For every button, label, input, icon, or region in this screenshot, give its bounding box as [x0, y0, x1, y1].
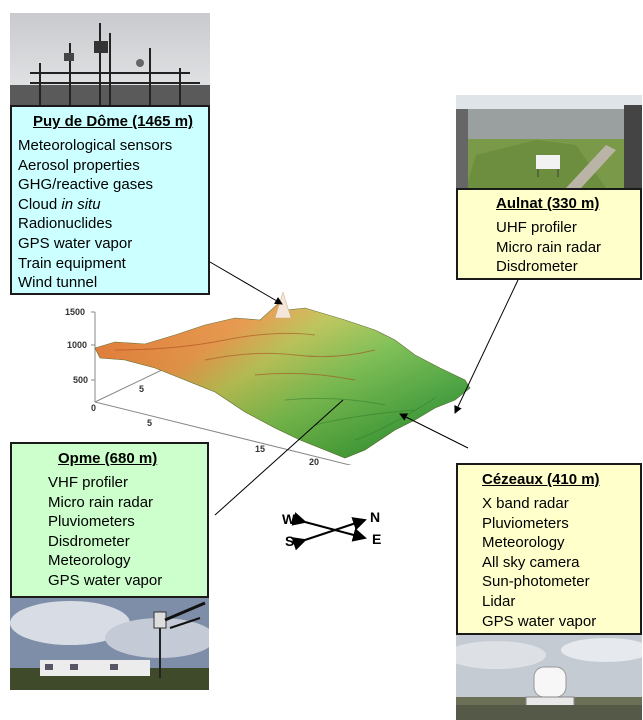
list-item: Micro rain radar [48, 493, 154, 511]
puy-de-dome-title: Puy de Dôme (1465 m) [32, 113, 194, 130]
aulnat-photo [456, 95, 642, 188]
terrain-surface-plot: 1500 1000 500 0 5 5 15 20 25 [65, 291, 471, 465]
cezeaux-photo [456, 635, 642, 720]
list-item: Aerosol properties [18, 156, 140, 174]
z-tick-label: 500 [73, 375, 88, 385]
list-item: GPS water vapor [482, 612, 597, 630]
list-item: Meteorology [482, 534, 565, 552]
list-item: Cloud in situ [18, 195, 208, 215]
list-item: Meteorological sensors [18, 137, 173, 154]
list-item: Sun-photometer [482, 573, 590, 591]
list-item: Disdrometer [496, 258, 578, 276]
opme-box: Opme (680 m) VHF profiler Micro rain rad… [10, 442, 209, 598]
puy-de-dome-peak [274, 291, 292, 319]
list-item: Pluviometers [482, 514, 569, 532]
opme-photo [10, 598, 209, 690]
list-item: All sky camera [482, 553, 580, 571]
cezeaux-box: Cézeaux (410 m) X band radar Pluviometer… [456, 463, 642, 635]
puy-de-dome-box: Puy de Dôme (1465 m) Meteorological sens… [10, 105, 210, 295]
compass-sn-arrow [291, 517, 367, 551]
list-item-italic: in situ [61, 195, 101, 213]
list-item: VHF profiler [48, 474, 129, 491]
aulnat-box: Aulnat (330 m) UHF profiler Micro rain r… [456, 188, 642, 280]
y-tick-label: 5 [139, 384, 144, 394]
puy-de-dome-photo [10, 13, 210, 105]
x-tick-label: 20 [309, 457, 319, 465]
list-item: Meteorology [48, 552, 131, 570]
list-item: UHF profiler [496, 219, 577, 236]
compass-n-label: N [370, 509, 380, 525]
aulnat-title: Aulnat (330 m) [496, 195, 600, 212]
z-tick-label: 1000 [67, 340, 87, 350]
opme-title: Opme (680 m) [58, 450, 158, 467]
compass-s-label: S [285, 533, 294, 549]
list-item: X band radar [482, 495, 569, 512]
list-item: Pluviometers [48, 513, 135, 531]
cezeaux-title: Cézeaux (410 m) [482, 471, 600, 488]
list-item: Radionuclides [18, 215, 113, 233]
list-item: Micro rain radar [496, 238, 602, 256]
list-item: Disdrometer [48, 532, 130, 550]
list-item: GPS water vapor [48, 571, 163, 589]
list-item: Wind tunnel [18, 274, 98, 292]
list-item-text: Cloud [18, 195, 62, 213]
list-item: GHG/reactive gases [18, 176, 154, 194]
list-item: Lidar [482, 592, 516, 610]
x-tick-label: 5 [147, 418, 152, 428]
list-item: GPS water vapor [18, 234, 133, 252]
x-tick-label: 15 [255, 444, 265, 454]
compass-e-label: E [372, 531, 381, 547]
compass-rose: W N S E [282, 509, 381, 551]
z-tick-label: 1500 [65, 307, 85, 317]
y-tick-label: 0 [91, 403, 96, 413]
list-item: Train equipment [18, 254, 126, 272]
compass-w-label: W [282, 511, 296, 527]
